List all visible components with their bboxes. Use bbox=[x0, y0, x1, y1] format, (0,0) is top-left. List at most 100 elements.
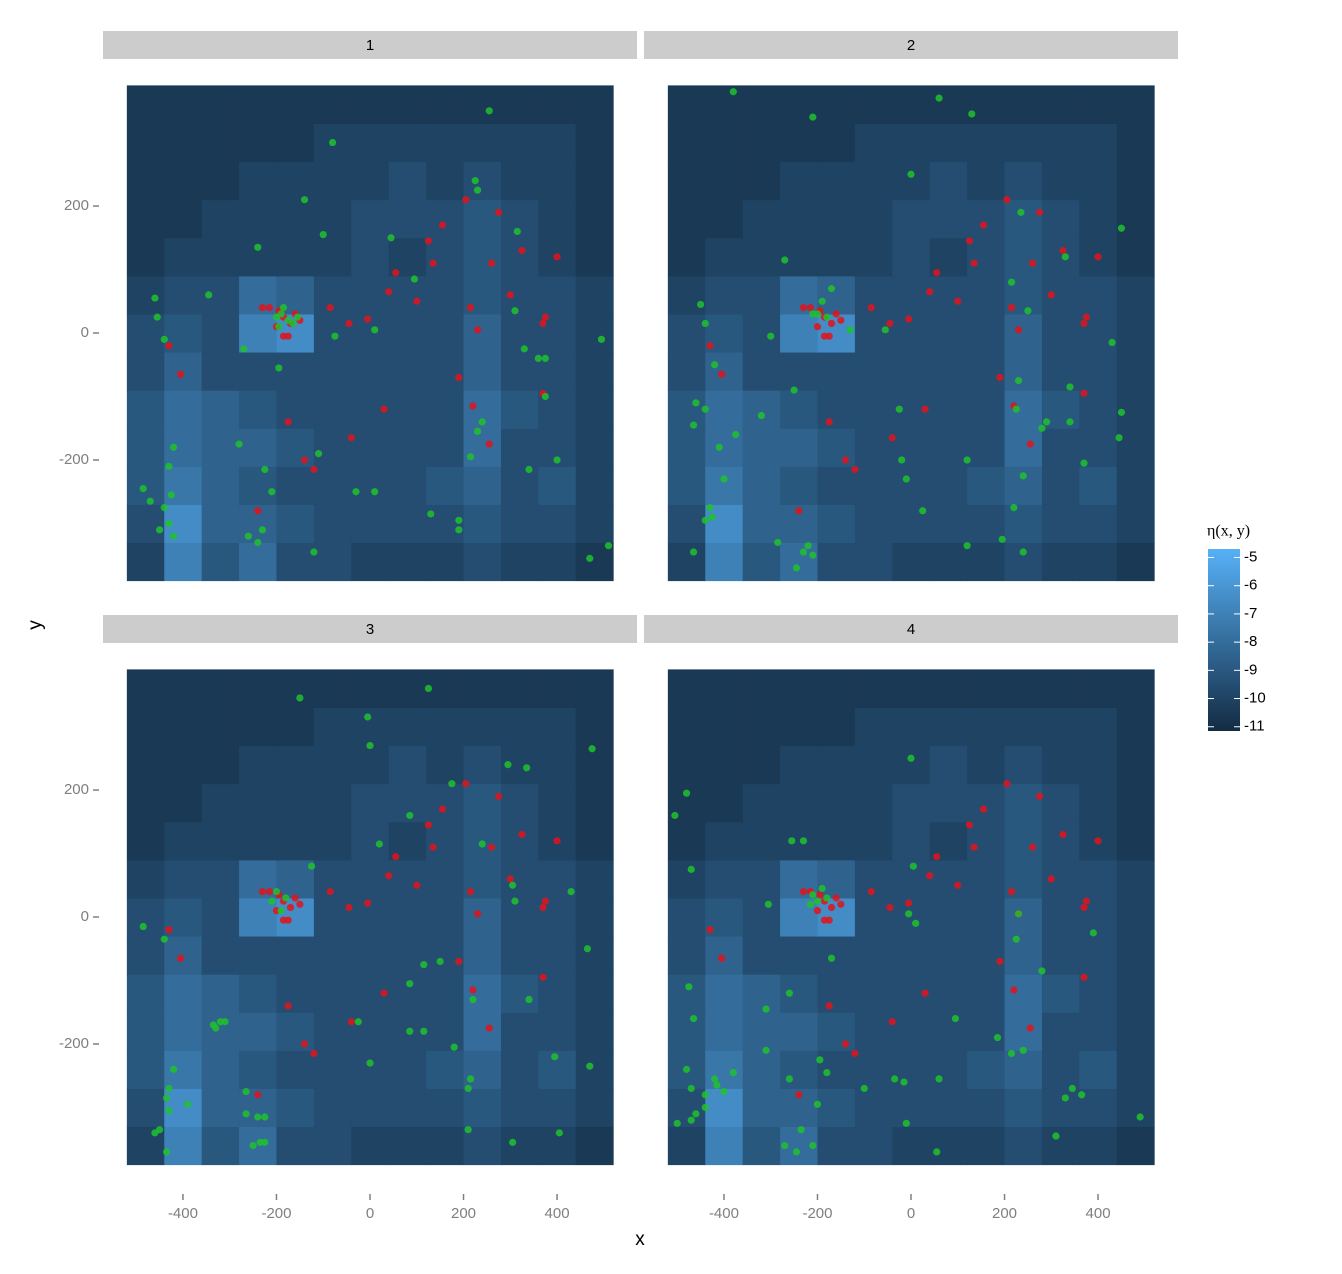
point bbox=[167, 491, 175, 499]
point bbox=[160, 935, 168, 943]
heat-cell bbox=[742, 161, 781, 201]
heat-cell bbox=[388, 936, 427, 975]
point bbox=[785, 989, 794, 997]
heat-cell bbox=[313, 1012, 352, 1051]
heat-cell bbox=[1041, 466, 1080, 505]
heat-cell bbox=[780, 313, 818, 353]
heat-cell bbox=[892, 745, 931, 785]
heat-cell bbox=[667, 466, 706, 505]
heat-cell bbox=[239, 1012, 277, 1051]
point bbox=[284, 916, 292, 924]
point bbox=[1082, 897, 1090, 905]
heat-cell bbox=[313, 821, 352, 861]
point bbox=[310, 1049, 318, 1058]
point bbox=[881, 326, 889, 334]
point bbox=[823, 894, 831, 902]
point bbox=[448, 780, 456, 788]
point bbox=[539, 973, 547, 981]
heat-cell bbox=[1041, 428, 1080, 467]
point bbox=[473, 427, 482, 436]
heat-cell bbox=[164, 428, 203, 467]
point bbox=[146, 497, 154, 505]
point bbox=[326, 304, 334, 312]
heat-cell bbox=[463, 897, 502, 937]
heat-cell bbox=[967, 313, 1006, 353]
heat-cell bbox=[1116, 161, 1155, 201]
point bbox=[261, 1138, 269, 1146]
point bbox=[1035, 208, 1044, 216]
x-tick-label: 0 bbox=[907, 1205, 915, 1222]
heat-cell bbox=[463, 542, 502, 582]
point bbox=[541, 897, 549, 905]
point bbox=[867, 888, 875, 896]
point bbox=[258, 888, 267, 896]
colorbar-label: -5 bbox=[1244, 548, 1257, 565]
heat-cell bbox=[967, 669, 1006, 708]
point bbox=[902, 475, 910, 483]
heat-cell bbox=[201, 707, 240, 747]
point bbox=[692, 1110, 700, 1118]
point bbox=[424, 684, 433, 693]
heat-cell bbox=[126, 669, 165, 708]
point bbox=[539, 903, 547, 912]
heat-cell bbox=[967, 161, 1006, 201]
heat-cell bbox=[854, 352, 893, 391]
heat-cell bbox=[705, 123, 744, 163]
heat-cell bbox=[705, 745, 744, 785]
heat-cell bbox=[817, 352, 856, 391]
point bbox=[261, 465, 269, 474]
heat-cell bbox=[854, 390, 893, 429]
heat-cell bbox=[967, 542, 1006, 582]
heat-cell bbox=[742, 1126, 781, 1166]
strip-label: 3 bbox=[366, 621, 374, 638]
heat-cell bbox=[1041, 1088, 1080, 1128]
point bbox=[1117, 224, 1126, 232]
heat-cell bbox=[854, 936, 893, 975]
heat-cell bbox=[575, 390, 614, 429]
heat-cell bbox=[1079, 123, 1118, 163]
heat-cell bbox=[388, 542, 427, 582]
heat-cell bbox=[575, 936, 614, 975]
heat-cell bbox=[667, 936, 706, 975]
point bbox=[1007, 888, 1016, 896]
point bbox=[1028, 259, 1037, 267]
heat-cell bbox=[201, 466, 240, 505]
heat-cell bbox=[1004, 313, 1043, 353]
point bbox=[816, 1056, 824, 1064]
heat-cell bbox=[967, 466, 1006, 505]
heat-cell bbox=[667, 237, 706, 277]
heat-cell bbox=[126, 1012, 165, 1051]
heatmap bbox=[667, 669, 1155, 1166]
heat-cell bbox=[201, 897, 240, 937]
heat-cell bbox=[239, 974, 277, 1013]
heat-cell bbox=[388, 1050, 427, 1089]
point bbox=[701, 516, 709, 524]
heat-cell bbox=[239, 936, 277, 975]
point bbox=[212, 1024, 220, 1032]
point bbox=[799, 888, 808, 896]
heat-cell bbox=[1004, 897, 1043, 937]
point bbox=[846, 326, 854, 334]
point bbox=[244, 532, 253, 540]
heat-cell bbox=[1116, 237, 1155, 277]
heat-cell bbox=[967, 1088, 1006, 1128]
point bbox=[523, 764, 531, 772]
point bbox=[205, 291, 213, 299]
point bbox=[466, 304, 475, 312]
point bbox=[541, 354, 549, 362]
point bbox=[427, 510, 435, 518]
point bbox=[1012, 405, 1020, 413]
heat-cell bbox=[239, 237, 277, 277]
heat-cell bbox=[1116, 897, 1155, 937]
point bbox=[366, 1059, 374, 1067]
x-tick-label: -400 bbox=[168, 1205, 198, 1222]
heat-cell bbox=[201, 199, 240, 239]
heat-cell bbox=[164, 745, 203, 785]
point bbox=[708, 513, 716, 521]
y-tick-label: -200 bbox=[59, 451, 89, 468]
heat-cell bbox=[929, 1126, 968, 1166]
heat-cell bbox=[929, 313, 968, 353]
point bbox=[851, 465, 859, 474]
strip-label: 1 bbox=[366, 37, 374, 54]
point bbox=[165, 519, 173, 528]
